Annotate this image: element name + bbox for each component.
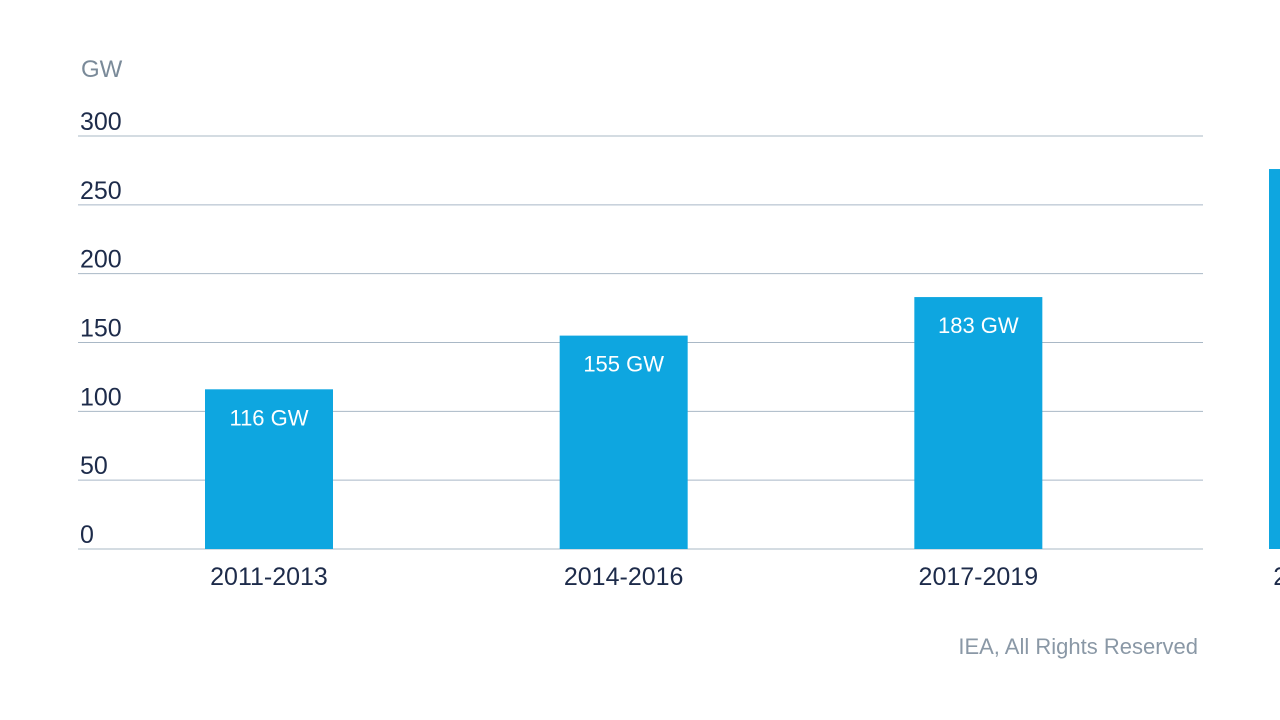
x-axis-ticks: 2011-2013 2014-2016 2017-2019 2010-2022 xyxy=(210,563,1280,591)
bar xyxy=(914,297,1043,549)
y-tick-label: 150 xyxy=(80,315,122,343)
y-tick-label: 50 xyxy=(80,452,108,480)
x-tick-label: 2011-2013 xyxy=(210,563,328,591)
y-tick-label: 200 xyxy=(80,246,122,274)
bar xyxy=(205,389,333,549)
bars xyxy=(205,169,1280,550)
y-tick-label: 0 xyxy=(80,521,94,549)
bar xyxy=(559,335,688,549)
y-axis-ticks: 0 50 100 150 200 250 300 xyxy=(80,108,122,549)
bar-value-label: 116 GW xyxy=(229,405,308,430)
x-tick-label: 2017-2019 xyxy=(919,563,1039,591)
bar-value-label: 183 GW xyxy=(938,313,1019,338)
y-tick-label: 300 xyxy=(80,108,122,136)
x-tick-label: 2014-2016 xyxy=(564,563,684,591)
y-tick-label: 250 xyxy=(80,177,122,205)
x-tick-label: 2010-2022 xyxy=(1273,563,1280,591)
bar-value-label: 155 GW xyxy=(583,352,664,377)
y-axis-unit-label: GW xyxy=(81,56,123,83)
y-tick-label: 100 xyxy=(80,383,122,411)
source-note: IEA, All Rights Reserved xyxy=(958,634,1198,659)
bar xyxy=(1269,169,1280,550)
